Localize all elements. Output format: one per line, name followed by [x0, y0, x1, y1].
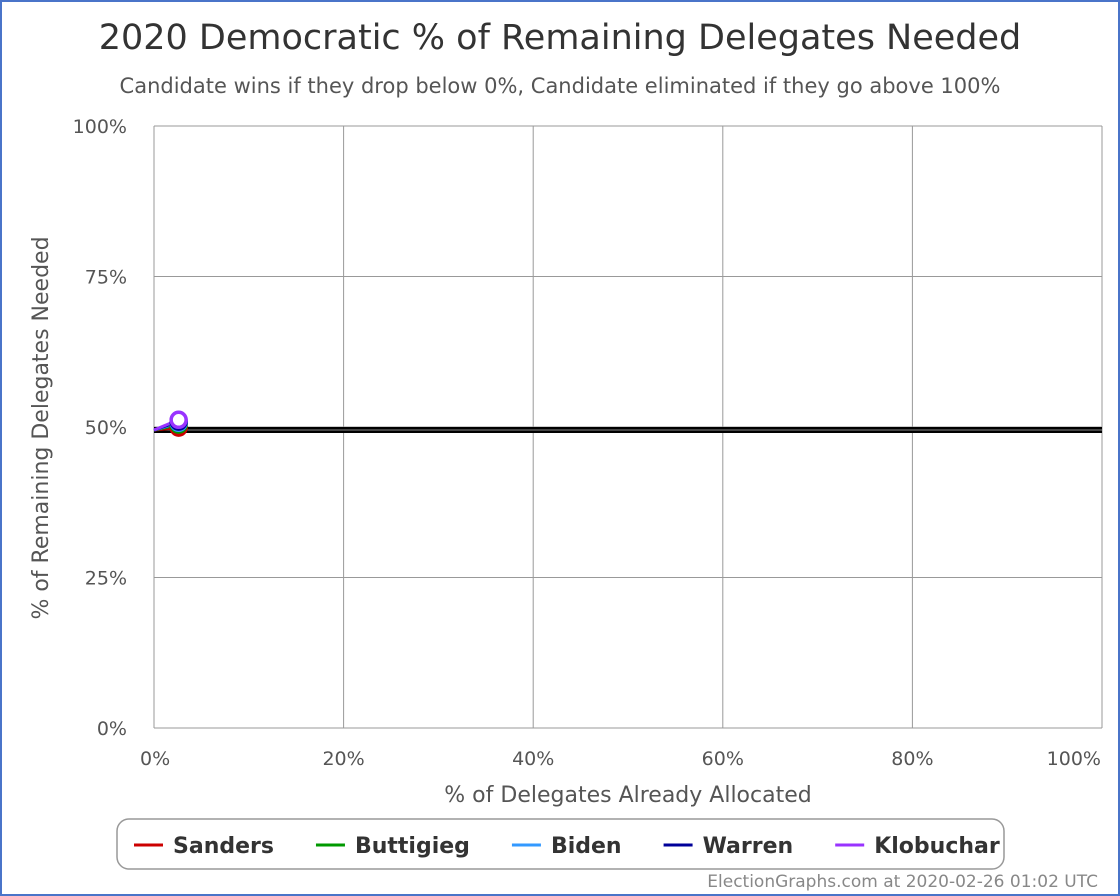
x-tick-label: 0% — [140, 748, 170, 770]
chart-subtitle: Candidate wins if they drop below 0%, Ca… — [120, 74, 1001, 98]
legend-label-klobuchar: Klobuchar — [874, 834, 1000, 859]
data-point-klobuchar — [169, 410, 188, 430]
y-tick-label: 100% — [73, 116, 127, 138]
y-axis-ticks: 0% 25% 50% 75% 100% — [73, 116, 127, 740]
grid — [153, 125, 1103, 729]
legend-label-warren: Warren — [703, 834, 794, 859]
x-tick-label: 20% — [322, 748, 364, 770]
legend-label-sanders: Sanders — [173, 834, 274, 859]
x-tick-label: 100% — [1047, 748, 1101, 770]
series-group — [153, 410, 188, 437]
legend-label-biden: Biden — [551, 834, 622, 859]
y-tick-label: 50% — [85, 417, 127, 439]
x-tick-label: 40% — [512, 748, 554, 770]
legend-label-buttigieg: Buttigieg — [355, 834, 470, 859]
y-axis-label: % of Remaining Delegates Needed — [29, 236, 54, 619]
y-tick-label: 25% — [85, 568, 127, 590]
credit-text: ElectionGraphs.com at 2020-02-26 01:02 U… — [707, 872, 1098, 892]
x-axis-label: % of Delegates Already Allocated — [444, 783, 811, 808]
x-axis-ticks: 0% 20% 40% 60% 80% 100% — [140, 748, 1101, 770]
y-tick-label: 0% — [97, 718, 127, 740]
legend-box — [116, 818, 1005, 870]
x-tick-label: 80% — [891, 748, 933, 770]
x-tick-label: 60% — [702, 748, 744, 770]
chart-title: 2020 Democratic % of Remaining Delegates… — [99, 18, 1022, 58]
legend: Sanders Buttigieg Biden Warren Klobuchar — [116, 818, 1005, 870]
y-tick-label: 75% — [85, 267, 127, 289]
